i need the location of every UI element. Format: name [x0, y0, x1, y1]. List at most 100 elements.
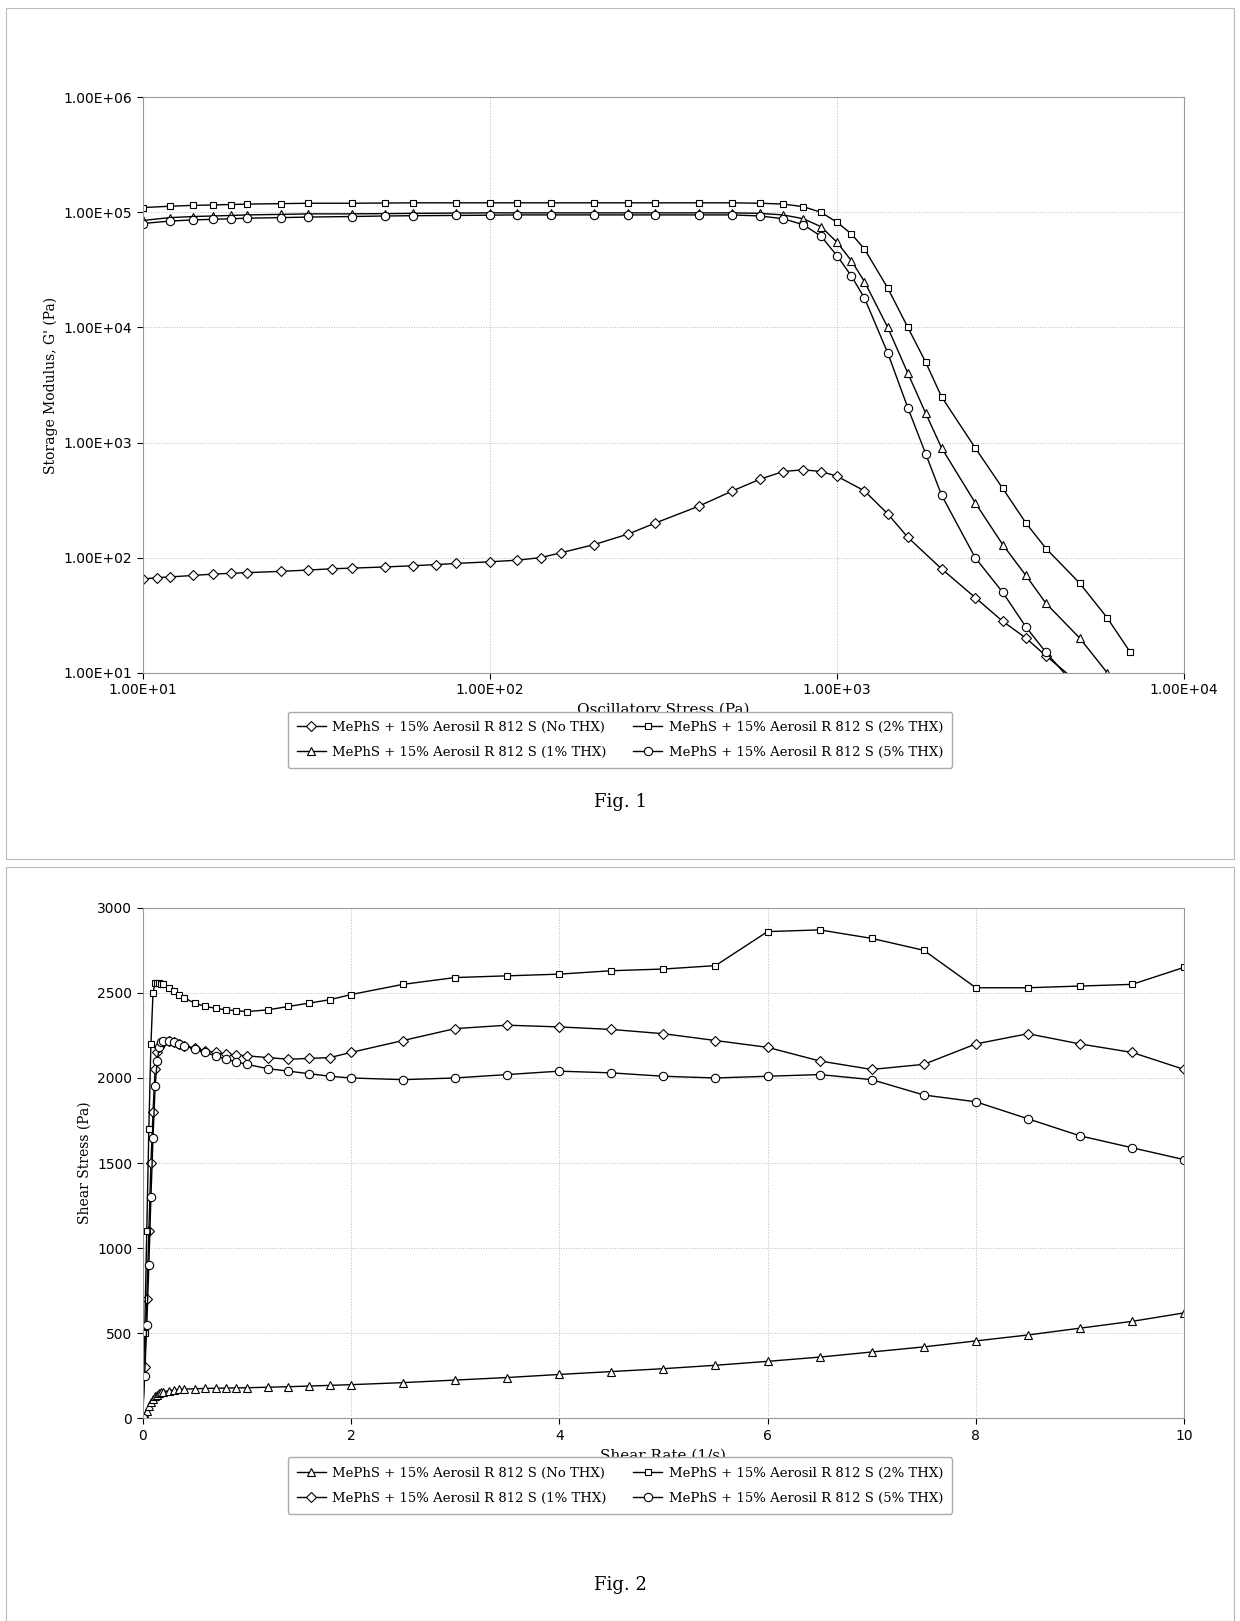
MePhS + 15% Aerosil R 812 S (2% THX): [378, 193, 393, 212]
MePhS + 15% Aerosil R 812 S (2% THX): [587, 193, 601, 212]
MePhS + 15% Aerosil R 812 S (2% THX): [918, 352, 932, 371]
MePhS + 15% Aerosil R 812 S (5% THX): [812, 1065, 827, 1084]
MePhS + 15% Aerosil R 812 S (1% THX): [343, 1042, 358, 1062]
MePhS + 15% Aerosil R 812 S (5% THX): [197, 1042, 212, 1062]
MePhS + 15% Aerosil R 812 S (5% THX): [150, 1052, 165, 1071]
MePhS + 15% Aerosil R 812 S (1% THX): [649, 203, 663, 222]
MePhS + 15% Aerosil R 812 S (1% THX): [844, 251, 859, 271]
MePhS + 15% Aerosil R 812 S (2% THX): [725, 193, 740, 212]
MePhS + 15% Aerosil R 812 S (5% THX): [273, 207, 288, 227]
MePhS + 15% Aerosil R 812 S (No THX): [148, 1386, 162, 1405]
MePhS + 15% Aerosil R 812 S (No THX): [649, 514, 663, 533]
MePhS + 15% Aerosil R 812 S (No THX): [830, 467, 844, 486]
MePhS + 15% Aerosil R 812 S (5% THX): [177, 1036, 192, 1055]
MePhS + 15% Aerosil R 812 S (No THX): [967, 588, 982, 608]
MePhS + 15% Aerosil R 812 S (2% THX): [345, 193, 360, 212]
MePhS + 15% Aerosil R 812 S (2% THX): [405, 193, 420, 212]
MePhS + 15% Aerosil R 812 S (5% THX): [1125, 1138, 1140, 1157]
MePhS + 15% Aerosil R 812 S (5% THX): [934, 485, 949, 504]
MePhS + 15% Aerosil R 812 S (5% THX): [604, 1063, 619, 1083]
MePhS + 15% Aerosil R 812 S (No THX): [405, 556, 420, 575]
MePhS + 15% Aerosil R 812 S (5% THX): [656, 1067, 671, 1086]
MePhS + 15% Aerosil R 812 S (1% THX): [543, 203, 558, 222]
MePhS + 15% Aerosil R 812 S (2% THX): [753, 193, 768, 212]
MePhS + 15% Aerosil R 812 S (5% THX): [725, 206, 740, 225]
MePhS + 15% Aerosil R 812 S (1% THX): [208, 1042, 223, 1062]
MePhS + 15% Aerosil R 812 S (2% THX): [197, 997, 212, 1016]
X-axis label: Shear Rate (1/s): Shear Rate (1/s): [600, 1448, 727, 1462]
MePhS + 15% Aerosil R 812 S (2% THX): [543, 193, 558, 212]
MePhS + 15% Aerosil R 812 S (2% THX): [396, 974, 410, 994]
MePhS + 15% Aerosil R 812 S (1% THX): [148, 1060, 162, 1080]
MePhS + 15% Aerosil R 812 S (No THX): [223, 564, 238, 584]
MePhS + 15% Aerosil R 812 S (1% THX): [708, 1031, 723, 1050]
MePhS + 15% Aerosil R 812 S (5% THX): [1100, 715, 1115, 734]
MePhS + 15% Aerosil R 812 S (2% THX): [1100, 608, 1115, 627]
MePhS + 15% Aerosil R 812 S (2% THX): [162, 196, 177, 216]
MePhS + 15% Aerosil R 812 S (5% THX): [405, 206, 420, 225]
MePhS + 15% Aerosil R 812 S (2% THX): [223, 195, 238, 214]
MePhS + 15% Aerosil R 812 S (2% THX): [916, 940, 931, 960]
MePhS + 15% Aerosil R 812 S (5% THX): [900, 399, 915, 418]
Line: MePhS + 15% Aerosil R 812 S (5% THX): MePhS + 15% Aerosil R 812 S (5% THX): [139, 1036, 1188, 1423]
MePhS + 15% Aerosil R 812 S (1% THX): [656, 1024, 671, 1044]
MePhS + 15% Aerosil R 812 S (2% THX): [322, 990, 337, 1010]
MePhS + 15% Aerosil R 812 S (5% THX): [154, 1033, 169, 1052]
MePhS + 15% Aerosil R 812 S (5% THX): [968, 1093, 983, 1112]
Legend: MePhS + 15% Aerosil R 812 S (No THX), MePhS + 15% Aerosil R 812 S (1% THX), MePh: MePhS + 15% Aerosil R 812 S (No THX), Me…: [288, 1457, 952, 1514]
MePhS + 15% Aerosil R 812 S (No THX): [187, 1379, 202, 1399]
MePhS + 15% Aerosil R 812 S (5% THX): [500, 1065, 515, 1084]
MePhS + 15% Aerosil R 812 S (5% THX): [208, 1046, 223, 1065]
MePhS + 15% Aerosil R 812 S (No THX): [345, 558, 360, 577]
MePhS + 15% Aerosil R 812 S (No THX): [449, 554, 464, 574]
MePhS + 15% Aerosil R 812 S (5% THX): [448, 1068, 463, 1088]
MePhS + 15% Aerosil R 812 S (1% THX): [968, 1034, 983, 1054]
MePhS + 15% Aerosil R 812 S (1% THX): [934, 438, 949, 457]
MePhS + 15% Aerosil R 812 S (2% THX): [900, 318, 915, 337]
X-axis label: Oscillatory Stress (Pa): Oscillatory Stress (Pa): [577, 702, 750, 716]
MePhS + 15% Aerosil R 812 S (1% THX): [753, 204, 768, 224]
MePhS + 15% Aerosil R 812 S (1% THX): [813, 217, 828, 237]
MePhS + 15% Aerosil R 812 S (No THX): [813, 462, 828, 481]
MePhS + 15% Aerosil R 812 S (5% THX): [156, 1031, 171, 1050]
Line: MePhS + 15% Aerosil R 812 S (No THX): MePhS + 15% Aerosil R 812 S (No THX): [139, 467, 1154, 746]
MePhS + 15% Aerosil R 812 S (1% THX): [857, 272, 872, 292]
MePhS + 15% Aerosil R 812 S (No THX): [1100, 697, 1115, 716]
MePhS + 15% Aerosil R 812 S (1% THX): [138, 1358, 153, 1378]
MePhS + 15% Aerosil R 812 S (1% THX): [880, 318, 895, 337]
MePhS + 15% Aerosil R 812 S (1% THX): [1100, 663, 1115, 682]
MePhS + 15% Aerosil R 812 S (1% THX): [239, 206, 254, 225]
MePhS + 15% Aerosil R 812 S (2% THX): [239, 195, 254, 214]
MePhS + 15% Aerosil R 812 S (2% THX): [206, 195, 221, 214]
MePhS + 15% Aerosil R 812 S (2% THX): [135, 198, 150, 217]
MePhS + 15% Aerosil R 812 S (5% THX): [1177, 1149, 1192, 1169]
MePhS + 15% Aerosil R 812 S (2% THX): [864, 929, 879, 948]
MePhS + 15% Aerosil R 812 S (1% THX): [996, 535, 1011, 554]
MePhS + 15% Aerosil R 812 S (1% THX): [218, 1044, 233, 1063]
MePhS + 15% Aerosil R 812 S (2% THX): [154, 974, 169, 994]
MePhS + 15% Aerosil R 812 S (1% THX): [1123, 681, 1138, 700]
MePhS + 15% Aerosil R 812 S (5% THX): [148, 1076, 162, 1096]
MePhS + 15% Aerosil R 812 S (No THX): [725, 481, 740, 501]
MePhS + 15% Aerosil R 812 S (No THX): [186, 566, 201, 585]
Legend: MePhS + 15% Aerosil R 812 S (No THX), MePhS + 15% Aerosil R 812 S (1% THX), MePh: MePhS + 15% Aerosil R 812 S (No THX), Me…: [288, 712, 952, 768]
MePhS + 15% Aerosil R 812 S (1% THX): [144, 1154, 159, 1174]
MePhS + 15% Aerosil R 812 S (2% THX): [968, 977, 983, 997]
MePhS + 15% Aerosil R 812 S (No THX): [1073, 674, 1087, 694]
MePhS + 15% Aerosil R 812 S (No THX): [208, 1378, 223, 1397]
MePhS + 15% Aerosil R 812 S (5% THX): [151, 1037, 166, 1057]
MePhS + 15% Aerosil R 812 S (5% THX): [830, 246, 844, 266]
MePhS + 15% Aerosil R 812 S (No THX): [156, 1383, 171, 1402]
MePhS + 15% Aerosil R 812 S (No THX): [229, 1378, 244, 1397]
Text: Fig. 1: Fig. 1: [594, 793, 646, 812]
MePhS + 15% Aerosil R 812 S (No THX): [1123, 715, 1138, 734]
MePhS + 15% Aerosil R 812 S (2% THX): [148, 973, 162, 992]
MePhS + 15% Aerosil R 812 S (5% THX): [760, 1067, 775, 1086]
MePhS + 15% Aerosil R 812 S (No THX): [864, 1342, 879, 1362]
MePhS + 15% Aerosil R 812 S (5% THX): [145, 1128, 160, 1148]
MePhS + 15% Aerosil R 812 S (1% THX): [830, 232, 844, 251]
MePhS + 15% Aerosil R 812 S (No THX): [1177, 1303, 1192, 1323]
MePhS + 15% Aerosil R 812 S (2% THX): [161, 977, 176, 997]
MePhS + 15% Aerosil R 812 S (5% THX): [206, 209, 221, 229]
MePhS + 15% Aerosil R 812 S (2% THX): [813, 203, 828, 222]
